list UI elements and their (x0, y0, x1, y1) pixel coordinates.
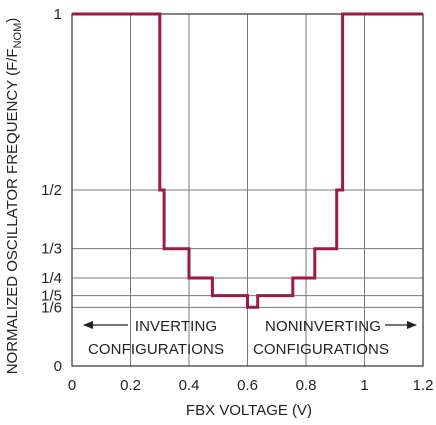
y-tick-label: 0 (54, 358, 62, 375)
x-tick-label: 0 (68, 377, 76, 394)
x-tick-label: 0.4 (179, 377, 200, 394)
x-tick-label: 0.2 (120, 377, 141, 394)
series-layer (72, 12, 423, 309)
frequency-step-line-0 (72, 12, 423, 309)
y-axis-label-close: ) (4, 18, 21, 23)
y-axis-label-sub: NOM (12, 23, 24, 49)
noninverting-label-line1: NONINVERTING (265, 318, 381, 335)
y-tick-label: 1 (54, 6, 62, 23)
noninverting-label-line2: CONFIGURATIONS (253, 341, 389, 358)
annotations: INVERTING CONFIGURATIONS NONINVERTING CO… (83, 318, 417, 358)
y-tick-label: 1/3 (41, 241, 62, 258)
inverting-label-line1: INVERTING (135, 318, 217, 335)
y-axis-label-main: NORMALIZED OSCILLATOR FREQUENCY (F/F (4, 48, 21, 374)
x-tick-label: 1.2 (413, 377, 434, 394)
grid-lines (71, 13, 424, 367)
x-axis-label: FBX VOLTAGE (V) (186, 402, 312, 419)
y-tick-label: 1/5 (41, 288, 62, 305)
y-tick-label: 1/6 (41, 299, 62, 316)
y-tick-label: 1/4 (41, 270, 62, 287)
x-tick-label: 1 (360, 377, 368, 394)
y-axis-label: NORMALIZED OSCILLATOR FREQUENCY (F/FNOM) (4, 18, 24, 375)
y-tick-label: 1/2 (41, 182, 62, 199)
tick-labels: 0 0.2 0.4 0.6 0.8 1 1.2 0 1/61/51/4 1/3 1/2 1 (41, 6, 433, 394)
x-tick-label: 0.8 (296, 377, 317, 394)
inverting-label-line2: CONFIGURATIONS (88, 341, 224, 358)
x-tick-label: 0.6 (237, 377, 258, 394)
plot-frame (71, 13, 424, 367)
